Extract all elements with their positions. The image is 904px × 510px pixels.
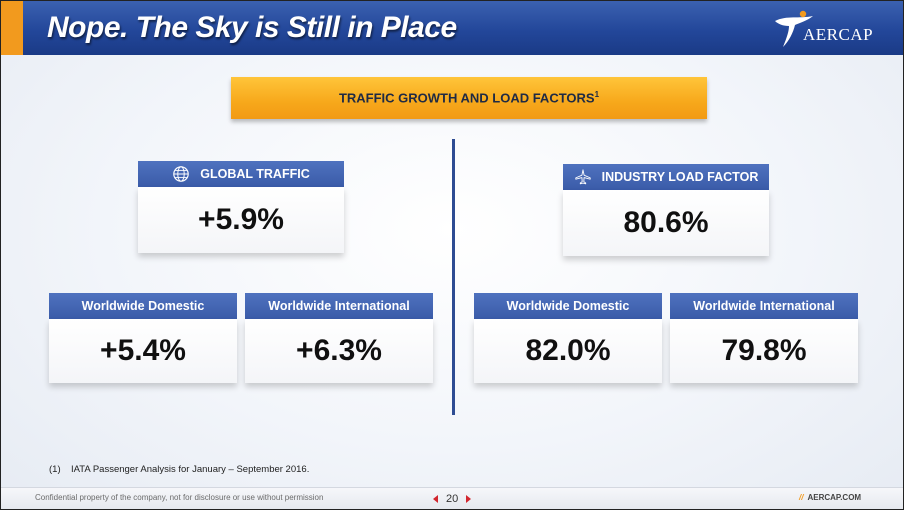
global-traffic-header: GLOBAL TRAFFIC: [138, 161, 344, 187]
aercap-logo: AERCAP: [769, 7, 879, 49]
load-factor-label: INDUSTRY LOAD FACTOR: [601, 170, 759, 184]
next-page-arrow-icon[interactable]: [466, 495, 472, 503]
load-domestic-card: Worldwide Domestic 82.0%: [474, 293, 662, 383]
page-title: Nope. The Sky is Still in Place: [47, 11, 457, 44]
site-url: AERCAP.COM: [807, 493, 862, 502]
header-bar: Nope. The Sky is Still in Place AERCAP: [1, 1, 903, 55]
logo-wordmark: AERCAP: [803, 25, 874, 44]
airplane-icon: [574, 169, 591, 185]
global-traffic-value: +5.9%: [138, 187, 344, 253]
globe-icon: [173, 166, 190, 182]
header-accent-stripe: [1, 1, 23, 55]
load-international-card: Worldwide International 79.8%: [670, 293, 858, 383]
footnote-marker: 1: [594, 90, 600, 99]
footer-bar: Confidential property of the company, no…: [1, 487, 903, 509]
global-international-label: Worldwide International: [245, 293, 433, 319]
load-factor-header: INDUSTRY LOAD FACTOR: [563, 164, 769, 190]
global-domestic-value: +5.4%: [49, 319, 237, 383]
footnote: (1) IATA Passenger Analysis for January –…: [49, 464, 309, 475]
global-traffic-card: GLOBAL TRAFFIC +5.9%: [138, 161, 344, 253]
confidential-notice: Confidential property of the company, no…: [35, 493, 324, 502]
section-banner: TRAFFIC GROWTH AND LOAD FACTORS1: [231, 77, 707, 119]
load-international-value: 79.8%: [670, 319, 858, 383]
section-title: TRAFFIC GROWTH AND LOAD FACTORS1: [339, 90, 599, 105]
load-international-label: Worldwide International: [670, 293, 858, 319]
load-domestic-label: Worldwide Domestic: [474, 293, 662, 319]
section-title-text: TRAFFIC GROWTH AND LOAD FACTORS: [338, 90, 595, 106]
global-domestic-label: Worldwide Domestic: [49, 293, 237, 319]
aercap-swoosh-icon: [775, 10, 813, 47]
load-factor-card: INDUSTRY LOAD FACTOR 80.6%: [563, 164, 769, 256]
load-domestic-value: 82.0%: [474, 319, 662, 383]
site-slash-mark: //: [799, 493, 804, 502]
load-factor-value: 80.6%: [563, 190, 769, 256]
global-traffic-label: GLOBAL TRAFFIC: [200, 167, 310, 181]
footnote-text: IATA Passenger Analysis for January – Se…: [71, 464, 310, 475]
global-domestic-card: Worldwide Domestic +5.4%: [49, 293, 237, 383]
global-international-value: +6.3%: [245, 319, 433, 383]
column-divider: [452, 139, 455, 415]
page-navigation: 20: [433, 491, 472, 507]
page-number: 20: [446, 493, 459, 505]
previous-page-arrow-icon[interactable]: [433, 495, 438, 503]
global-international-card: Worldwide International +6.3%: [245, 293, 433, 383]
footnote-number: (1): [49, 464, 61, 475]
website-link[interactable]: //AERCAP.COM: [799, 493, 861, 502]
